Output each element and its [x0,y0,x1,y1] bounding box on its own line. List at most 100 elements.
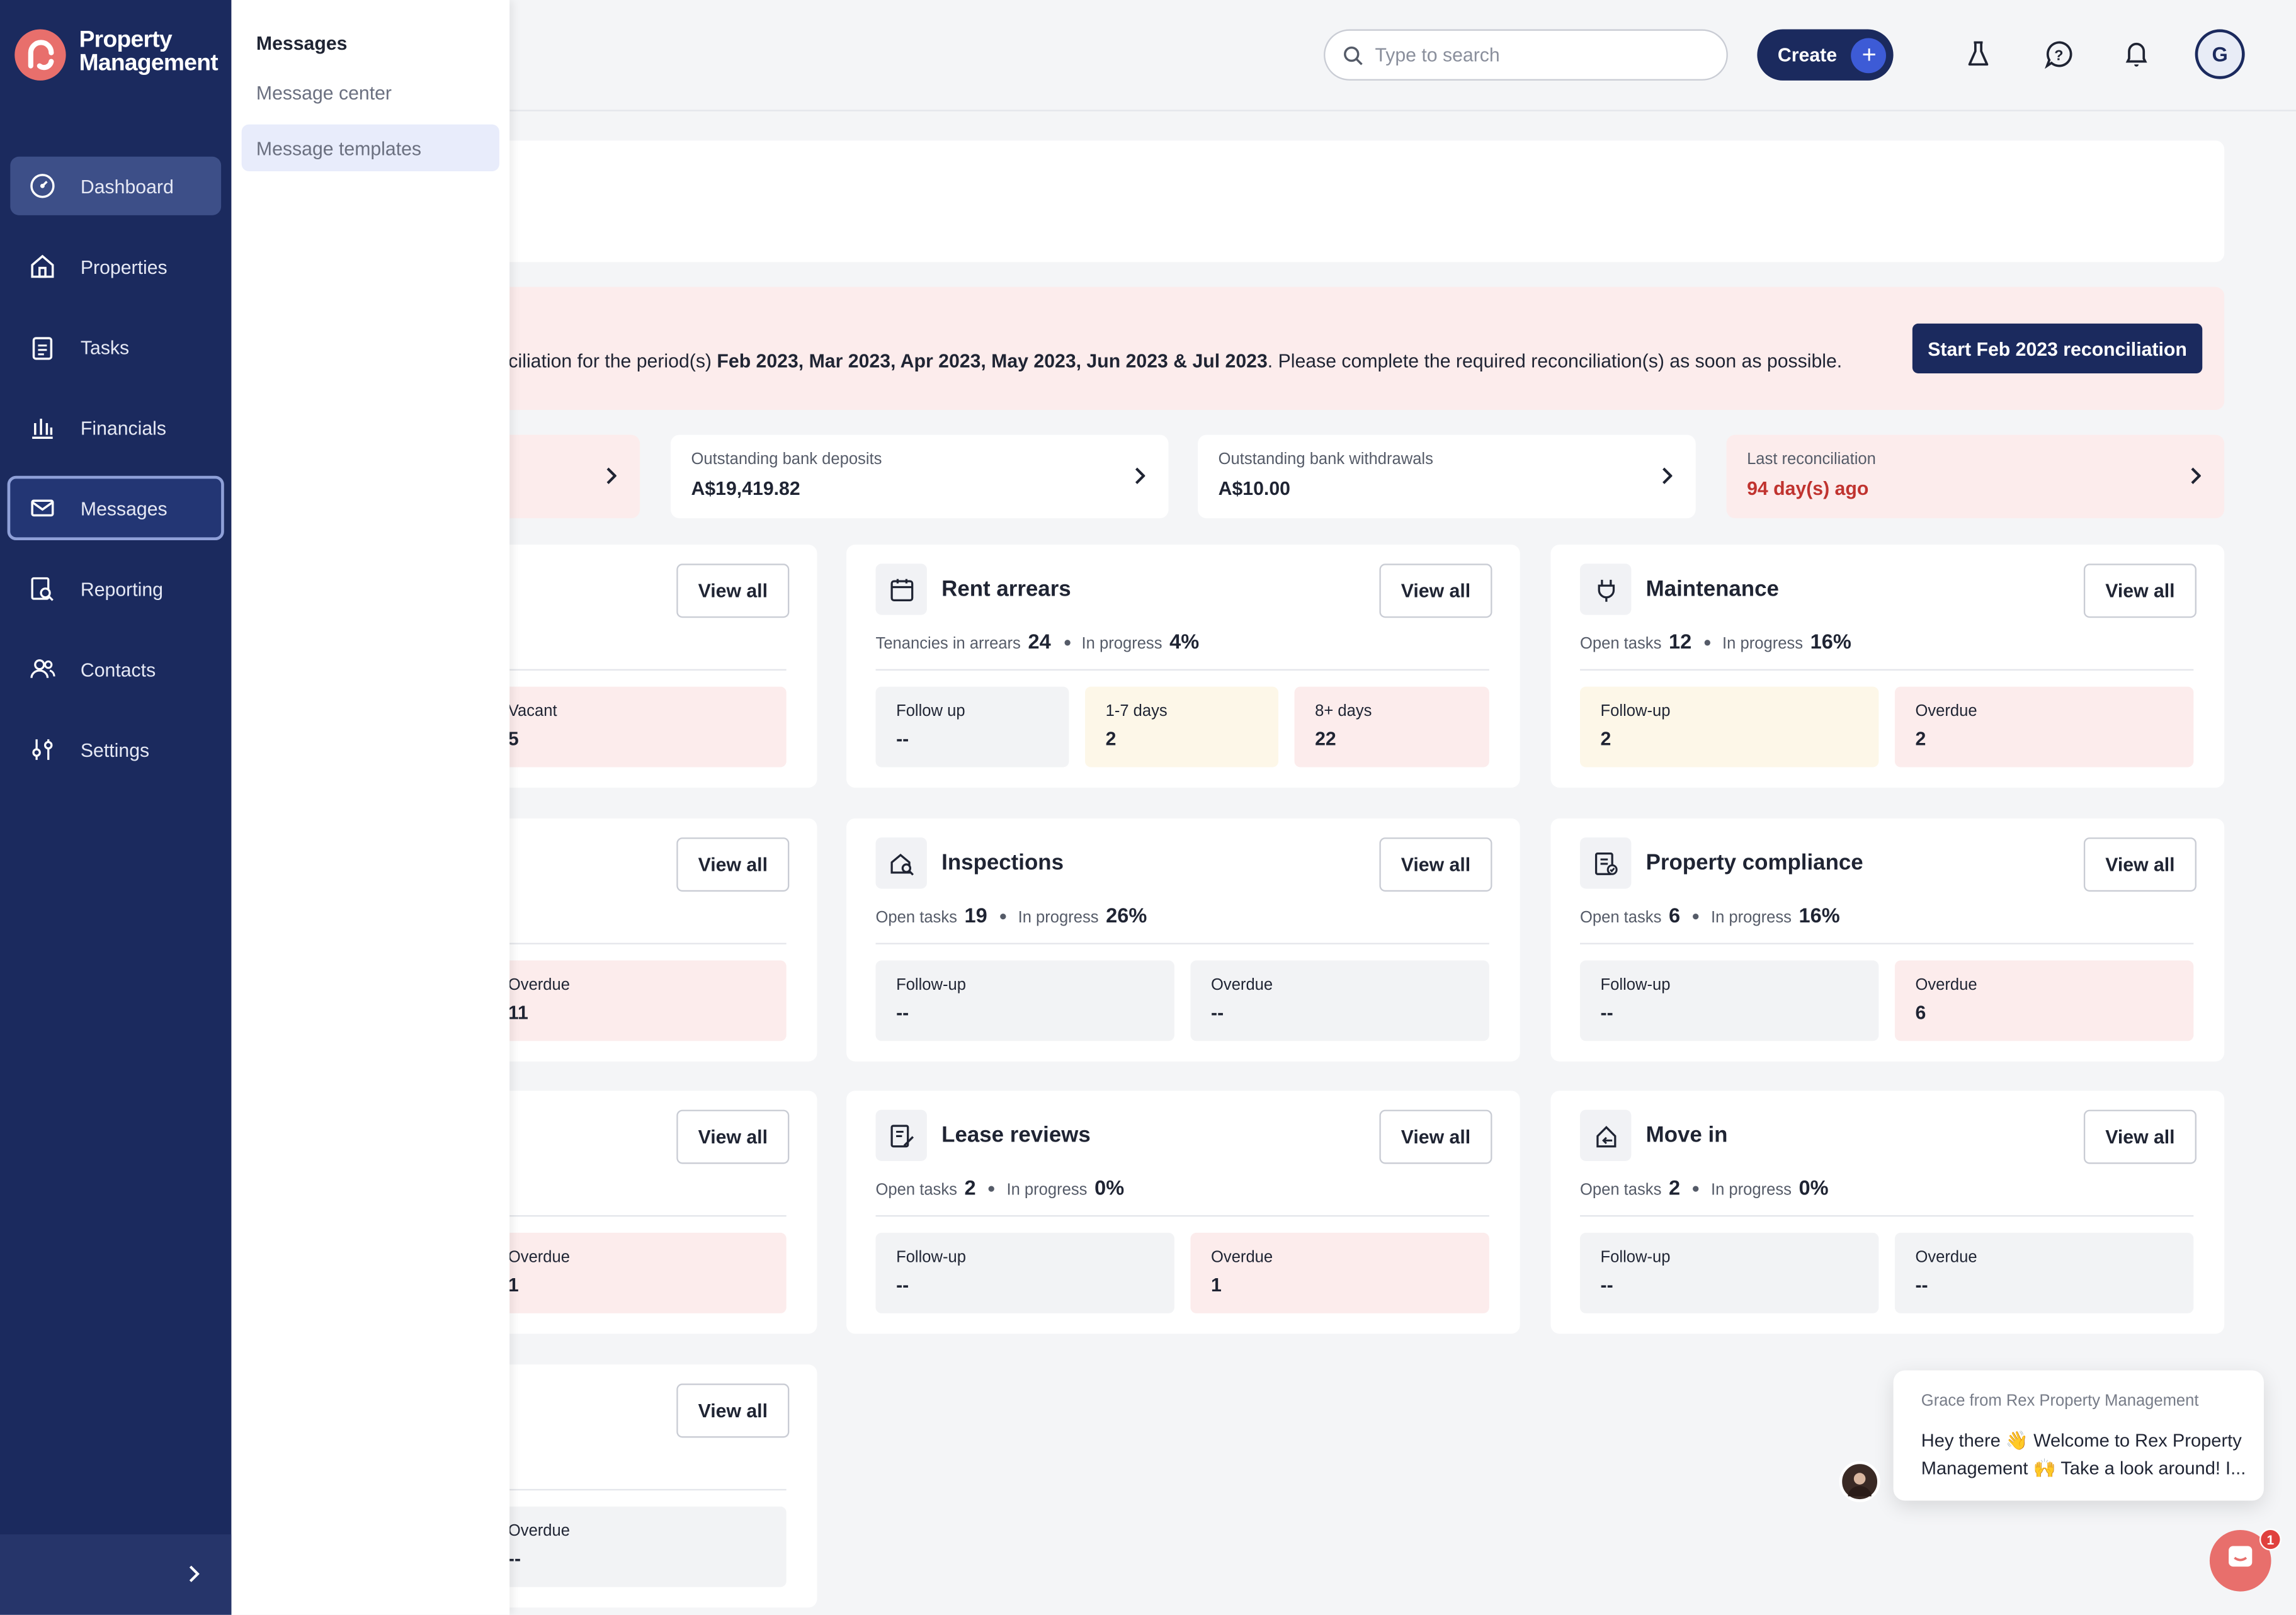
flyout-item-message-templates[interactable]: Message templates [241,124,499,172]
create-button-label: Create [1777,43,1838,66]
sidebar-item-settings[interactable]: Settings [10,720,221,779]
view-all-button[interactable]: View all [676,564,790,618]
card-metrics: Open tasks 2 In progress 0% [1580,1176,1829,1199]
sidebar-item-label: Properties [80,255,168,278]
sidebar-item-dashboard[interactable]: Dashboard [10,156,222,215]
tile-overdue[interactable]: Overdue -- [1190,960,1489,1041]
tile-overdue[interactable]: Overdue 11 [487,960,787,1041]
chevron-right-icon[interactable] [186,1563,203,1591]
tile-value: 22 [1315,727,1336,750]
card-title: Inspections [941,850,1064,876]
avatar[interactable]: G [2195,29,2245,79]
tile-overdue[interactable]: Overdue -- [487,1506,787,1587]
sidebar-item-label: Messages [80,497,168,519]
stat-card-deposits[interactable]: Outstanding bank deposits A$19,419.82 [670,434,1169,519]
logo-icon [14,29,66,81]
view-all-button[interactable]: View all [676,837,790,892]
view-all-button[interactable]: View all [676,1383,790,1438]
card-metrics: Open tasks 6 In progress 16% [1580,904,1840,927]
tile-follow-up[interactable]: Follow-up -- [1579,1232,1879,1313]
reconciliation-alert-text: nciliation for the period(s) Feb 2023, M… [498,350,1843,372]
card-divider [1579,943,2194,944]
sidebar-item-properties[interactable]: Properties [10,237,221,296]
sidebar-item-label: Tasks [80,336,130,358]
home-search-icon [875,837,927,889]
card-title: Move in [1645,1123,1728,1148]
tile-value: 6 [1915,1001,1926,1024]
view-all-button[interactable]: View all [1379,564,1492,618]
metric-value: 12 [1669,629,1692,654]
card-inspections: Inspections View all Open tasks 19 In pro… [846,818,1520,1062]
tile-value: -- [1915,1274,1928,1296]
sidebar-item-reporting[interactable]: Reporting [10,559,221,618]
tile-follow-up[interactable]: Follow up -- [875,686,1069,768]
sidebar: Property Management Dashboard Properties… [0,0,232,1615]
tile-1-7-days[interactable]: 1-7 days 2 [1085,686,1278,768]
home-icon [28,252,57,281]
tile-overdue[interactable]: Overdue -- [1894,1232,2194,1313]
report-icon [28,574,57,604]
stat-card-last-reconciliation[interactable]: Last reconciliation 94 day(s) ago [1726,434,2225,519]
tile-value: 1 [1211,1274,1222,1296]
search-input[interactable]: Type to search [1324,29,1728,81]
help-icon[interactable]: ? [2043,38,2075,70]
alert-text-suffix: . Please complete the required reconcili… [1267,349,1843,372]
sidebar-item-tasks[interactable]: Tasks [10,318,221,377]
tile-label: Follow-up [1600,976,1671,994]
sidebar-item-messages[interactable]: Messages [7,475,224,541]
flyout-title: Messages [256,32,348,55]
tile-overdue[interactable]: Overdue 1 [487,1232,787,1313]
tile-overdue[interactable]: Overdue 1 [1190,1232,1489,1313]
sidebar-item-contacts[interactable]: Contacts [10,640,221,698]
metric-value: 26% [1106,903,1147,927]
sliders-icon [28,735,57,764]
tile-follow-up[interactable]: Follow-up -- [1579,960,1879,1041]
view-all-button[interactable]: View all [1379,1109,1492,1164]
card-rent-arrears: Rent arrears View all Tenancies in arrea… [846,545,1520,788]
create-button[interactable]: Create + [1757,29,1894,81]
tile-value: -- [1211,1001,1224,1024]
tile-follow-up[interactable]: Follow-up -- [875,960,1174,1041]
view-all-button[interactable]: View all [2083,837,2197,892]
tile-follow-up[interactable]: Follow-up -- [875,1232,1174,1313]
notification-badge: 1 [2259,1528,2282,1551]
card-title: Maintenance [1645,577,1779,602]
tile-label: Overdue [508,1522,571,1541]
card-metrics: Open tasks 12 In progress 16% [1580,630,1851,653]
view-all-button[interactable]: View all [2083,1109,2197,1164]
move-in-icon [1579,1109,1632,1161]
view-all-button[interactable]: View all [1379,837,1492,892]
search-icon [1343,45,1363,65]
tile-value: 2 [1105,727,1117,750]
flask-icon[interactable] [1962,38,1994,70]
tile-value: 11 [508,1001,528,1024]
tile-overdue[interactable]: Overdue 2 [1894,686,2194,768]
tile-value: 2 [1915,727,1926,750]
sidebar-collapse-bar[interactable] [0,1534,232,1615]
metric-value: 0% [1799,1176,1829,1199]
stat-label: Outstanding bank withdrawals [1218,451,1433,469]
tile-label: Overdue [1211,976,1273,994]
tile-label: Overdue [1211,1249,1273,1267]
tile-8-plus-days[interactable]: 8+ days 22 [1294,686,1489,768]
tile-label: Follow up [896,703,965,721]
card-metrics: Open tasks 19 In progress 26% [876,904,1147,927]
start-reconciliation-button[interactable]: Start Feb 2023 reconciliation [1912,323,2203,373]
stat-card-withdrawals[interactable]: Outstanding bank withdrawals A$10.00 [1198,434,1696,519]
view-all-button[interactable]: View all [2083,564,2197,618]
tile-follow-up[interactable]: Follow-up 2 [1579,686,1879,768]
tile-label: Follow-up [1600,703,1671,721]
sidebar-item-financials[interactable]: Financials [10,398,221,456]
alert-text-prefix: nciliation for the period(s) [497,349,717,372]
tile-overdue[interactable]: Overdue 6 [1894,960,2194,1041]
chat-preview[interactable]: Grace from Rex Property Management Hey t… [1893,1370,2264,1501]
svg-text:?: ? [2054,47,2063,63]
tile-vacant[interactable]: Vacant 5 [487,686,787,768]
metric-value: 19 [964,903,987,927]
stat-value: 94 day(s) ago [1747,477,1869,499]
bell-icon[interactable] [2120,38,2152,70]
brand-name: Property Management [79,28,219,76]
flyout-item-message-center[interactable]: Message center [256,81,392,103]
metric-label: Open tasks [1579,635,1662,654]
view-all-button[interactable]: View all [676,1109,790,1164]
